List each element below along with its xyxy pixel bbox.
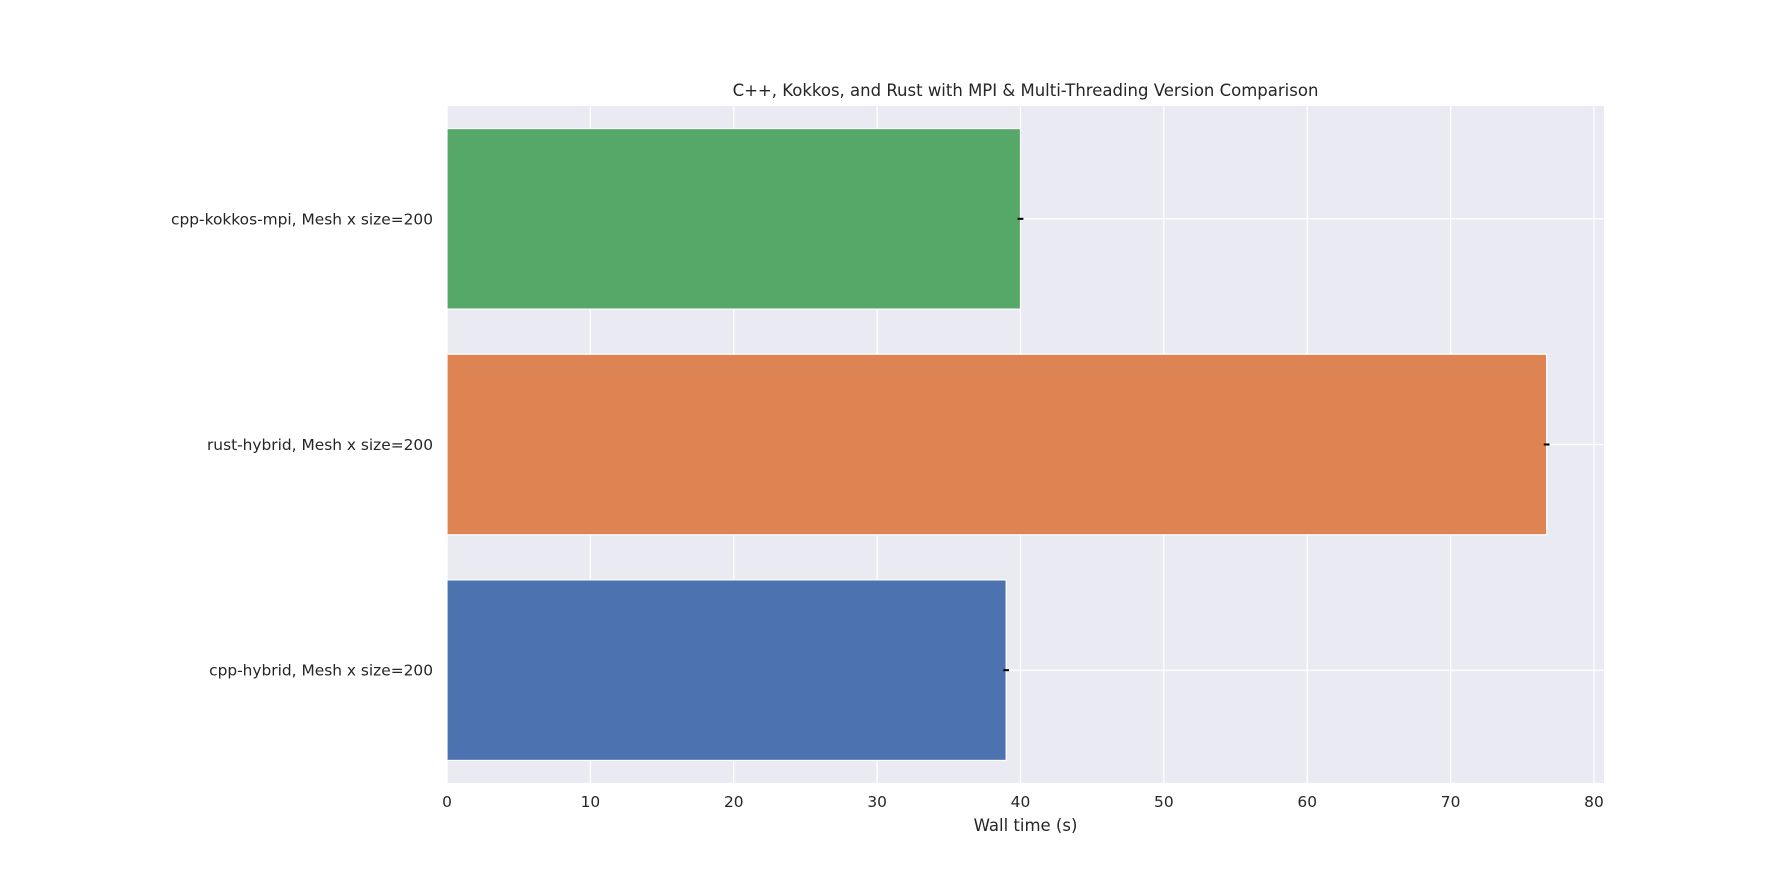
x-tick-label: 20 (724, 793, 744, 811)
x-tick-label: 0 (442, 793, 452, 811)
x-axis-label: Wall time (s) (974, 816, 1078, 835)
x-tick-label: 30 (867, 793, 887, 811)
chart-title: C++, Kokkos, and Rust with MPI & Multi-T… (733, 81, 1319, 100)
bar (446, 127, 1022, 310)
x-tick-label: 50 (1154, 793, 1174, 811)
x-tick-label: 10 (581, 793, 601, 811)
x-tick-label: 70 (1441, 793, 1461, 811)
x-tick-label: 80 (1584, 793, 1604, 811)
bar (446, 353, 1548, 536)
y-tick-label: rust-hybrid, Mesh x size=200 (207, 436, 433, 454)
x-tick-label: 60 (1297, 793, 1317, 811)
y-tick-label: cpp-hybrid, Mesh x size=200 (209, 662, 433, 680)
x-tick-labels: 0 10 20 30 40 50 60 70 80 (442, 793, 1604, 811)
y-tick-labels: cpp-kokkos-mpi, Mesh x size=200 rust-hybr… (171, 210, 433, 679)
error-bars (1003, 217, 1550, 672)
y-tick-label: cpp-kokkos-mpi, Mesh x size=200 (171, 210, 433, 228)
x-tick-label: 40 (1011, 793, 1031, 811)
bar (446, 579, 1007, 762)
